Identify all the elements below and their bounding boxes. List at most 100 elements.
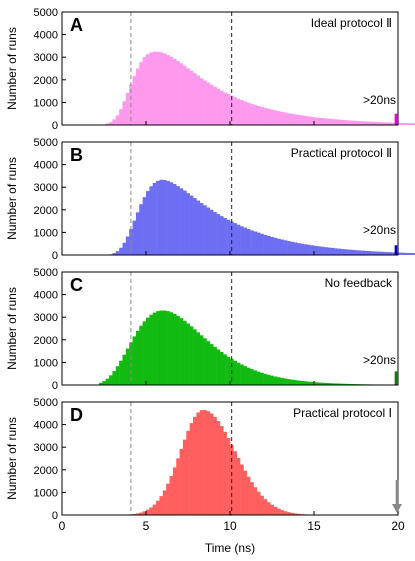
- histogram-bar: [377, 251, 382, 255]
- histogram-bar: [270, 109, 274, 125]
- histogram-bar: [156, 311, 160, 385]
- overflow-label: >20ns: [363, 353, 396, 367]
- histogram-bar: [132, 220, 137, 255]
- histogram-bar: [186, 193, 190, 255]
- histogram-bar: [152, 182, 157, 255]
- histogram-bar: [219, 90, 224, 125]
- histogram-bar: [344, 249, 348, 255]
- histogram-bar: [240, 464, 244, 515]
- histogram-bar: [162, 53, 167, 125]
- histogram-bar: [310, 381, 315, 385]
- histogram-bar: [374, 121, 379, 125]
- histogram-bar: [112, 253, 117, 255]
- histogram-bar: [256, 491, 261, 515]
- panel-title: Practical protocol Ⅱ: [291, 146, 392, 160]
- panel-letter: D: [70, 405, 83, 425]
- histogram-bar: [340, 248, 345, 255]
- histogram-bar: [196, 412, 201, 515]
- histogram-bar: [213, 346, 217, 385]
- y-tick-label: 0: [52, 120, 58, 132]
- histogram-bar: [119, 109, 123, 125]
- histogram-bar: [142, 321, 147, 385]
- histogram-bar: [159, 179, 164, 255]
- histogram-bar: [109, 375, 113, 385]
- histogram-bar: [166, 483, 170, 515]
- histogram-bar: [119, 360, 123, 385]
- histogram-bar: [243, 470, 248, 515]
- y-tick-label: 1000: [34, 487, 58, 499]
- histogram-bar: [193, 329, 197, 385]
- histogram-bar: [179, 188, 184, 255]
- histogram-bar: [236, 224, 241, 255]
- panel-title: Practical protocol Ⅰ: [293, 406, 392, 420]
- histogram-bar: [159, 310, 164, 385]
- histogram-bar: [327, 247, 332, 255]
- histogram-bar: [364, 250, 369, 255]
- histogram-bar: [172, 184, 177, 255]
- y-tick-label: 4000: [34, 290, 58, 302]
- histogram-bar: [260, 495, 264, 515]
- histogram-bar: [273, 110, 278, 125]
- histogram-bar: [350, 120, 355, 125]
- histogram-bar: [166, 54, 170, 125]
- histogram-bar: [290, 512, 295, 515]
- histogram-bar: [176, 458, 180, 515]
- histogram-bar: [189, 423, 194, 515]
- panel-d: 0 1000 2000 3000 4000 5000 Number of runs D Prac…: [5, 397, 405, 533]
- histogram-bar: [277, 238, 281, 255]
- histogram-bar: [266, 108, 271, 125]
- histogram-bar: [135, 513, 140, 515]
- histogram-bar: [387, 252, 392, 255]
- histogram-bar: [125, 348, 130, 385]
- y-tick-label: 5000: [34, 397, 58, 409]
- histogram-bar: [115, 251, 120, 255]
- histogram-bar: [266, 374, 271, 385]
- histogram-bar: [310, 116, 315, 125]
- histogram-bar: [240, 100, 244, 125]
- overflow-bar: [394, 245, 398, 255]
- histogram-bar: [156, 51, 160, 125]
- histogram-bar: [203, 410, 207, 515]
- y-tick-label: 3000: [34, 182, 58, 194]
- histogram-bar: [290, 241, 295, 255]
- histogram-bar: [206, 207, 211, 255]
- histogram-bar: [189, 70, 194, 125]
- histogram-bar: [189, 195, 194, 255]
- histogram-bar: [290, 113, 295, 125]
- histogram-bar: [300, 115, 305, 125]
- histogram-bar: [357, 121, 362, 125]
- histogram-bar: [256, 371, 261, 385]
- histogram-bar: [303, 115, 308, 125]
- histogram-bars: [129, 410, 342, 515]
- histogram-bar: [340, 383, 345, 385]
- y-tick-label: 0: [52, 380, 58, 392]
- histogram-bar: [209, 84, 214, 125]
- histogram-bar: [166, 311, 170, 385]
- histogram-bar: [280, 510, 285, 515]
- histogram-bar: [293, 114, 298, 125]
- histogram-bar: [193, 198, 197, 255]
- histogram-bar: [146, 509, 150, 515]
- histogram-bar: [263, 499, 268, 515]
- histogram-bar: [166, 180, 170, 255]
- panel-title: Ideal protocol Ⅱ: [311, 16, 392, 30]
- histogram-bar: [303, 381, 308, 385]
- histogram-bar: [290, 379, 295, 385]
- histogram-bar: [149, 186, 153, 255]
- overflow-label: >20ns: [363, 93, 396, 107]
- histogram-bar: [219, 426, 224, 515]
- histogram-bar: [243, 101, 248, 125]
- histogram-bar: [330, 119, 335, 125]
- histogram-bar: [156, 500, 160, 515]
- histogram-bar: [354, 250, 358, 255]
- x-tick-label: 5: [143, 519, 150, 533]
- histogram-bar: [169, 475, 174, 515]
- histogram-bar: [193, 73, 197, 125]
- histogram-bar: [199, 78, 204, 125]
- histogram-bar: [260, 372, 264, 385]
- y-tick-label: 2000: [34, 465, 58, 477]
- y-tick-label: 4000: [34, 420, 58, 432]
- histogram-bar: [364, 121, 369, 125]
- histogram-bar: [263, 107, 268, 125]
- histogram-bar: [320, 246, 325, 255]
